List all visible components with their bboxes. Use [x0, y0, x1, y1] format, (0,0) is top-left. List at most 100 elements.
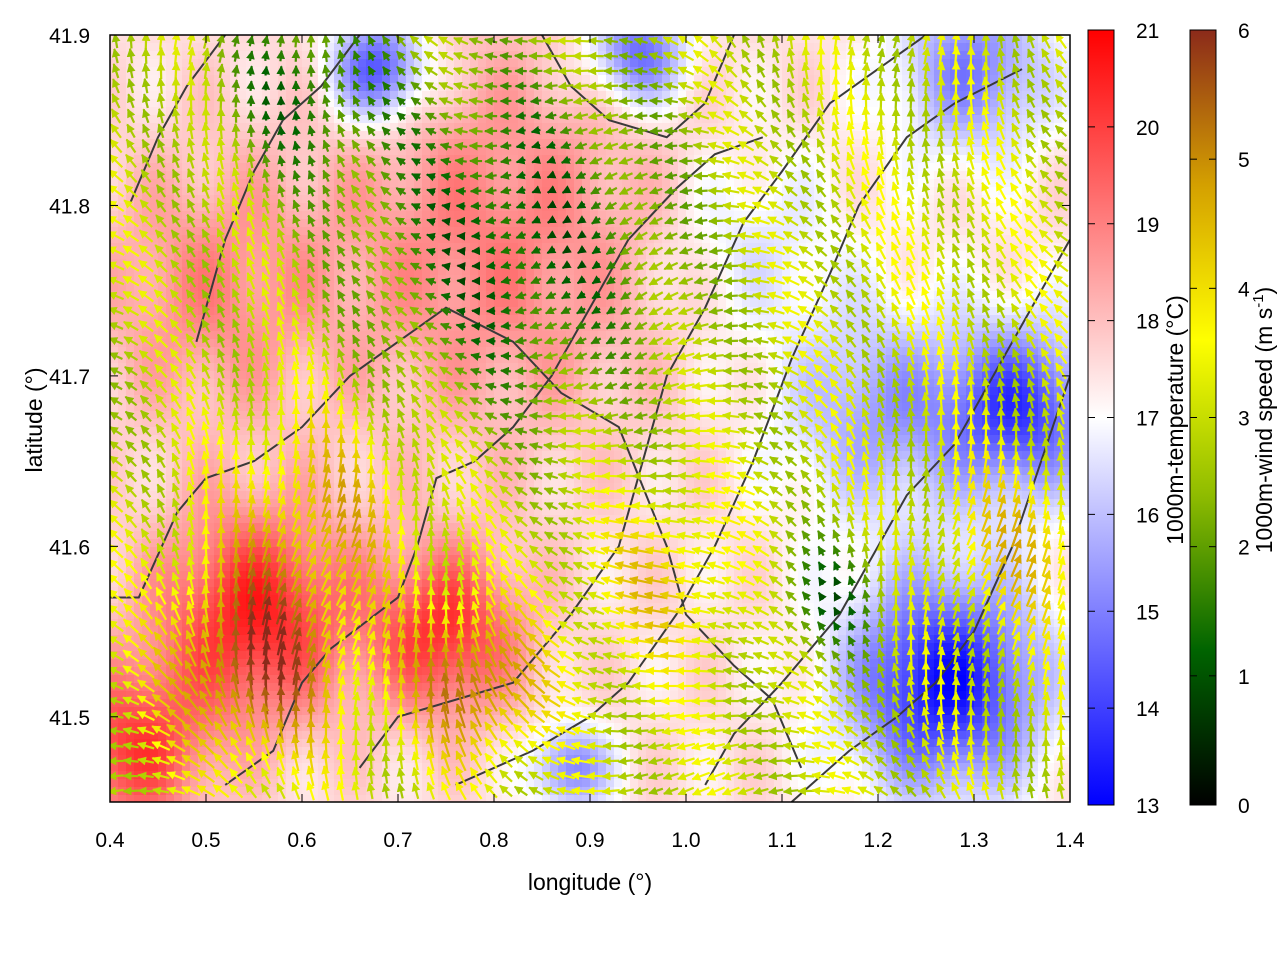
- heatmap-cell: [302, 619, 311, 628]
- heatmap-cell: [294, 179, 303, 188]
- heatmap-cell: [126, 435, 135, 444]
- heatmap-cell: [198, 43, 207, 52]
- heatmap-cell: [406, 747, 415, 756]
- heatmap-cell: [278, 147, 287, 156]
- heatmap-cell: [270, 195, 279, 204]
- heatmap-cell: [166, 699, 175, 708]
- heatmap-cell: [166, 67, 175, 76]
- heatmap-cell: [206, 779, 215, 788]
- heatmap-cell: [502, 403, 511, 412]
- heatmap-cell: [206, 563, 215, 572]
- heatmap-cell: [222, 659, 231, 668]
- heatmap-cell: [334, 731, 343, 740]
- heatmap-cell: [334, 315, 343, 324]
- heatmap-cell: [374, 507, 383, 516]
- heatmap-cell: [374, 123, 383, 132]
- heatmap-cell: [350, 755, 359, 764]
- heatmap-cell: [510, 595, 519, 604]
- heatmap-cell: [454, 299, 463, 308]
- heatmap-cell: [110, 163, 119, 172]
- heatmap-cell: [374, 531, 383, 540]
- heatmap-cell: [302, 43, 311, 52]
- heatmap-cell: [182, 731, 191, 740]
- heatmap-cell: [166, 411, 175, 420]
- heatmap-cell: [390, 651, 399, 660]
- heatmap-cell: [286, 323, 295, 332]
- heatmap-cell: [166, 403, 175, 412]
- heatmap-cell: [374, 675, 383, 684]
- heatmap-cell: [254, 507, 263, 516]
- heatmap-cell: [494, 579, 503, 588]
- heatmap-cell: [438, 195, 447, 204]
- heatmap-cell: [182, 467, 191, 476]
- heatmap-cell: [254, 763, 263, 772]
- heatmap-cell: [414, 163, 423, 172]
- heatmap-cell: [502, 315, 511, 324]
- heatmap-cell: [510, 347, 519, 356]
- heatmap-cell: [302, 115, 311, 124]
- heatmap-cell: [270, 731, 279, 740]
- heatmap-cell: [270, 251, 279, 260]
- heatmap-cell: [358, 115, 367, 124]
- heatmap-cell: [302, 307, 311, 316]
- heatmap-cell: [518, 435, 527, 444]
- heatmap-cell: [174, 723, 183, 732]
- heatmap-cell: [222, 531, 231, 540]
- heatmap-cell: [302, 315, 311, 324]
- heatmap-cell: [302, 467, 311, 476]
- heatmap-cell: [358, 467, 367, 476]
- heatmap-cell: [166, 107, 175, 116]
- heatmap-cell: [246, 795, 255, 802]
- heatmap-cell: [118, 379, 127, 388]
- heatmap-cell: [430, 179, 439, 188]
- heatmap-cell: [286, 755, 295, 764]
- heatmap-cell: [326, 739, 335, 748]
- heatmap-cell: [182, 459, 191, 468]
- heatmap-cell: [374, 403, 383, 412]
- heatmap-cell: [470, 275, 479, 284]
- heatmap-cell: [214, 715, 223, 724]
- heatmap-cell: [334, 43, 343, 52]
- heatmap-cell: [166, 563, 175, 572]
- heatmap-cell: [318, 355, 327, 364]
- heatmap-cell: [110, 763, 119, 772]
- heatmap-cell: [270, 235, 279, 244]
- heatmap-cell: [374, 371, 383, 380]
- heatmap-cell: [462, 499, 471, 508]
- heatmap-cell: [118, 723, 127, 732]
- heatmap-cell: [270, 259, 279, 268]
- heatmap-cell: [206, 579, 215, 588]
- heatmap-cell: [406, 75, 415, 84]
- heatmap-cell: [150, 523, 159, 532]
- heatmap-cell: [486, 403, 495, 412]
- heatmap-cell: [342, 75, 351, 84]
- heatmap-cell: [310, 683, 319, 692]
- heatmap-cell: [206, 171, 215, 180]
- heatmap-cell: [342, 747, 351, 756]
- heatmap-cell: [350, 75, 359, 84]
- heatmap-cell: [254, 523, 263, 532]
- heatmap-cell: [150, 187, 159, 196]
- heatmap-cell: [406, 259, 415, 268]
- heatmap-cell: [134, 491, 143, 500]
- heatmap-cell: [446, 107, 455, 116]
- heatmap-cell: [286, 411, 295, 420]
- heatmap-cell: [246, 147, 255, 156]
- heatmap-cell: [238, 379, 247, 388]
- heatmap-cell: [118, 731, 127, 740]
- heatmap-cell: [286, 107, 295, 116]
- heatmap-cell: [326, 123, 335, 132]
- heatmap-cell: [342, 707, 351, 716]
- heatmap-cell: [150, 211, 159, 220]
- heatmap-cell: [150, 451, 159, 460]
- heatmap-cell: [358, 219, 367, 228]
- heatmap-cell: [326, 347, 335, 356]
- heatmap-cell: [134, 371, 143, 380]
- heatmap-cell: [254, 643, 263, 652]
- heatmap-cell: [470, 403, 479, 412]
- heatmap-cell: [174, 267, 183, 276]
- heatmap-cell: [326, 547, 335, 556]
- heatmap-cell: [134, 331, 143, 340]
- heatmap-cell: [318, 531, 327, 540]
- heatmap-cell: [142, 643, 151, 652]
